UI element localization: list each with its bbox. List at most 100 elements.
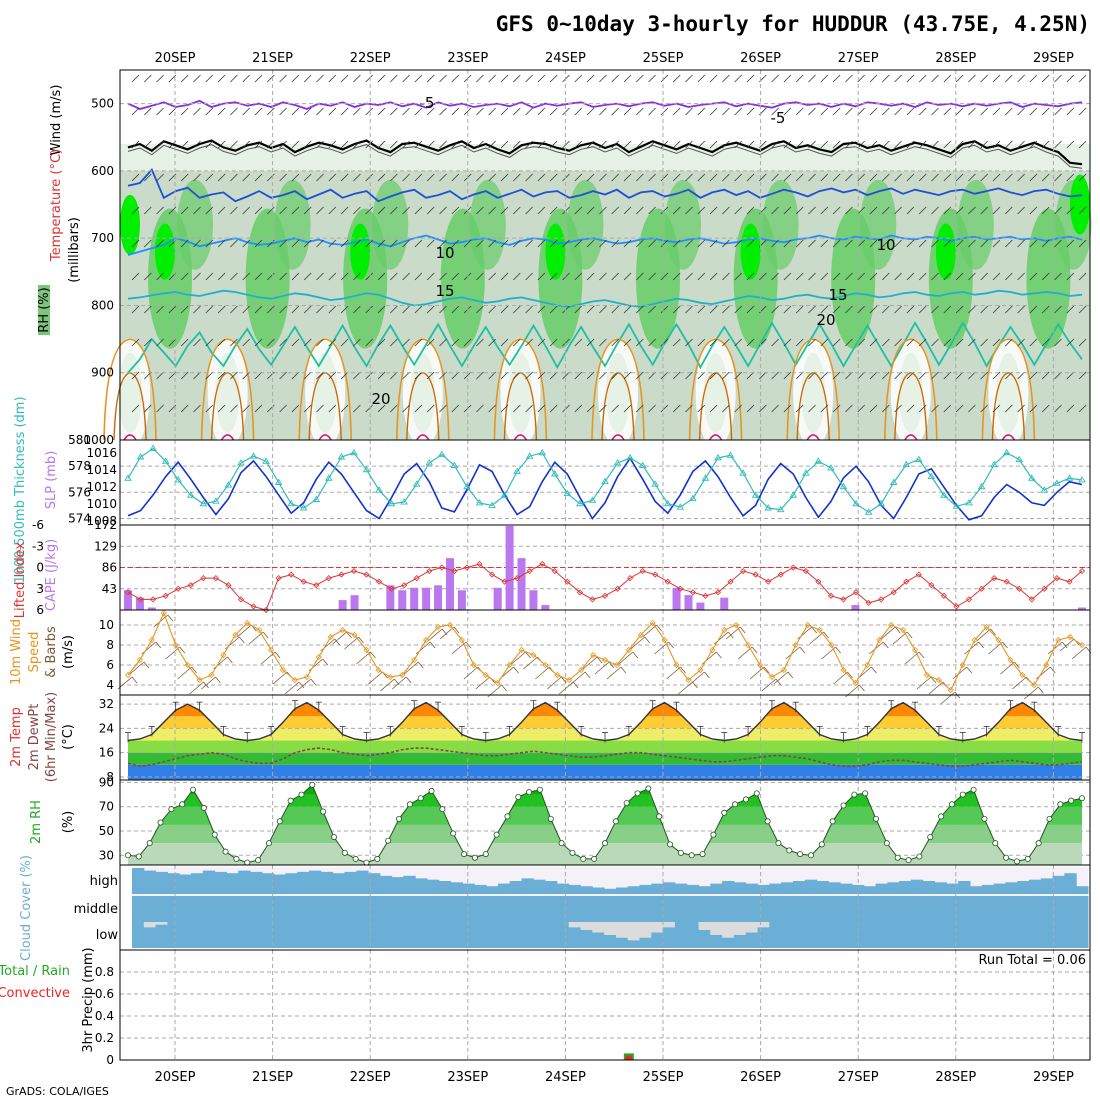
wind-barb xyxy=(217,305,226,314)
wind-barb xyxy=(1041,371,1050,380)
wind-barb xyxy=(451,74,460,83)
wind-marker xyxy=(721,626,728,634)
wind-barb xyxy=(648,404,656,413)
slp-marker xyxy=(538,448,547,456)
wind-barb xyxy=(636,107,644,116)
wind-barb xyxy=(547,676,562,690)
cloud-bar xyxy=(556,883,570,894)
wind-barb xyxy=(992,239,1001,248)
wind-barb xyxy=(131,404,140,413)
upper-air-temp-label: Temperature (°C) xyxy=(49,149,64,262)
cloud-bar xyxy=(993,922,1006,948)
cloud-gap xyxy=(757,922,770,928)
wind-barb xyxy=(390,338,398,347)
wind-barb xyxy=(303,239,312,248)
wind-barb xyxy=(316,272,324,281)
wind-barb xyxy=(783,206,792,215)
slp-marker xyxy=(186,491,195,498)
wind-barb xyxy=(722,404,730,413)
wind-barb xyxy=(894,305,902,314)
wind-barb xyxy=(316,107,324,116)
wind-barb xyxy=(303,173,312,182)
wind-barb xyxy=(928,681,944,695)
wind-barb xyxy=(439,107,447,116)
rh-marker xyxy=(374,855,381,862)
rh-marker xyxy=(396,815,403,822)
wind-barb xyxy=(1054,140,1062,149)
cloud-gap xyxy=(143,922,157,928)
cloud-bar xyxy=(816,922,829,948)
cloud-bar xyxy=(1064,873,1077,894)
wind-barb xyxy=(279,173,287,182)
cloud-bar xyxy=(545,881,558,894)
wind-barb xyxy=(328,74,337,83)
cloud-bar xyxy=(533,896,546,922)
cloud-bar xyxy=(155,871,168,894)
wind-barb xyxy=(709,272,718,281)
wind-barb xyxy=(205,206,214,215)
wind-barb xyxy=(377,272,386,281)
wind-barb xyxy=(500,74,509,83)
cloud-bar xyxy=(462,883,475,894)
cloud-bar xyxy=(143,870,157,894)
wind-marker xyxy=(136,656,143,664)
cloud-bar xyxy=(179,922,192,948)
wind-barb xyxy=(549,74,558,83)
wind-barb xyxy=(599,74,607,83)
wind-barb xyxy=(180,206,189,215)
slp-marker xyxy=(689,494,697,502)
wind-barb xyxy=(1078,173,1087,182)
wind-barb xyxy=(808,272,816,281)
wind-barb xyxy=(217,272,226,281)
cloud-bar xyxy=(297,896,310,922)
lifted-marker xyxy=(639,567,646,575)
cloud-bar xyxy=(757,884,770,894)
dry-core-inner xyxy=(996,352,1021,433)
wind-barb xyxy=(586,74,595,83)
wind-barb xyxy=(820,338,829,347)
wind-barb xyxy=(254,239,263,248)
cloud-bar xyxy=(615,887,629,894)
cloud-bar xyxy=(769,883,782,894)
wind-barb xyxy=(1017,74,1025,83)
slp-marker xyxy=(412,480,421,487)
wind-barb xyxy=(968,239,976,248)
cape-bar xyxy=(672,587,681,610)
wind-barb xyxy=(599,272,607,281)
wind-barb xyxy=(980,239,988,248)
wind-barb xyxy=(685,239,693,248)
wind-barb xyxy=(525,206,533,215)
wind-barb xyxy=(894,206,902,215)
wind-barb xyxy=(1078,239,1087,248)
wind-barb xyxy=(217,206,226,215)
wind-barb xyxy=(1041,338,1050,347)
slp-marker xyxy=(588,496,597,503)
cloud-bar xyxy=(1052,896,1065,922)
wind-barb xyxy=(513,206,521,215)
rh-marker xyxy=(417,795,424,802)
wind-barb xyxy=(242,173,250,182)
wind-barb xyxy=(574,74,583,83)
wind-barb xyxy=(525,107,533,116)
wind-barb-flag xyxy=(763,666,770,674)
lifted-index-label: Lifted Index xyxy=(13,541,28,618)
lifted-marker xyxy=(225,582,232,589)
wind-barb xyxy=(599,404,607,413)
wind-barb xyxy=(773,671,789,685)
wind-barb xyxy=(476,74,484,83)
wind-marker xyxy=(279,666,287,674)
wind-barb xyxy=(709,338,718,347)
wind-barb xyxy=(144,74,152,83)
wind-barb xyxy=(882,140,890,149)
wind-barb xyxy=(931,404,939,413)
wind-barb-flag xyxy=(906,631,913,639)
wind-barb xyxy=(672,74,681,83)
y-tick-label: 0.2 xyxy=(95,1031,114,1045)
warm-contour xyxy=(591,338,645,441)
y-tick-label: 16 xyxy=(99,746,114,760)
wind-barb xyxy=(368,671,383,685)
cloud-bar xyxy=(733,935,747,948)
wind-barb xyxy=(476,206,484,215)
